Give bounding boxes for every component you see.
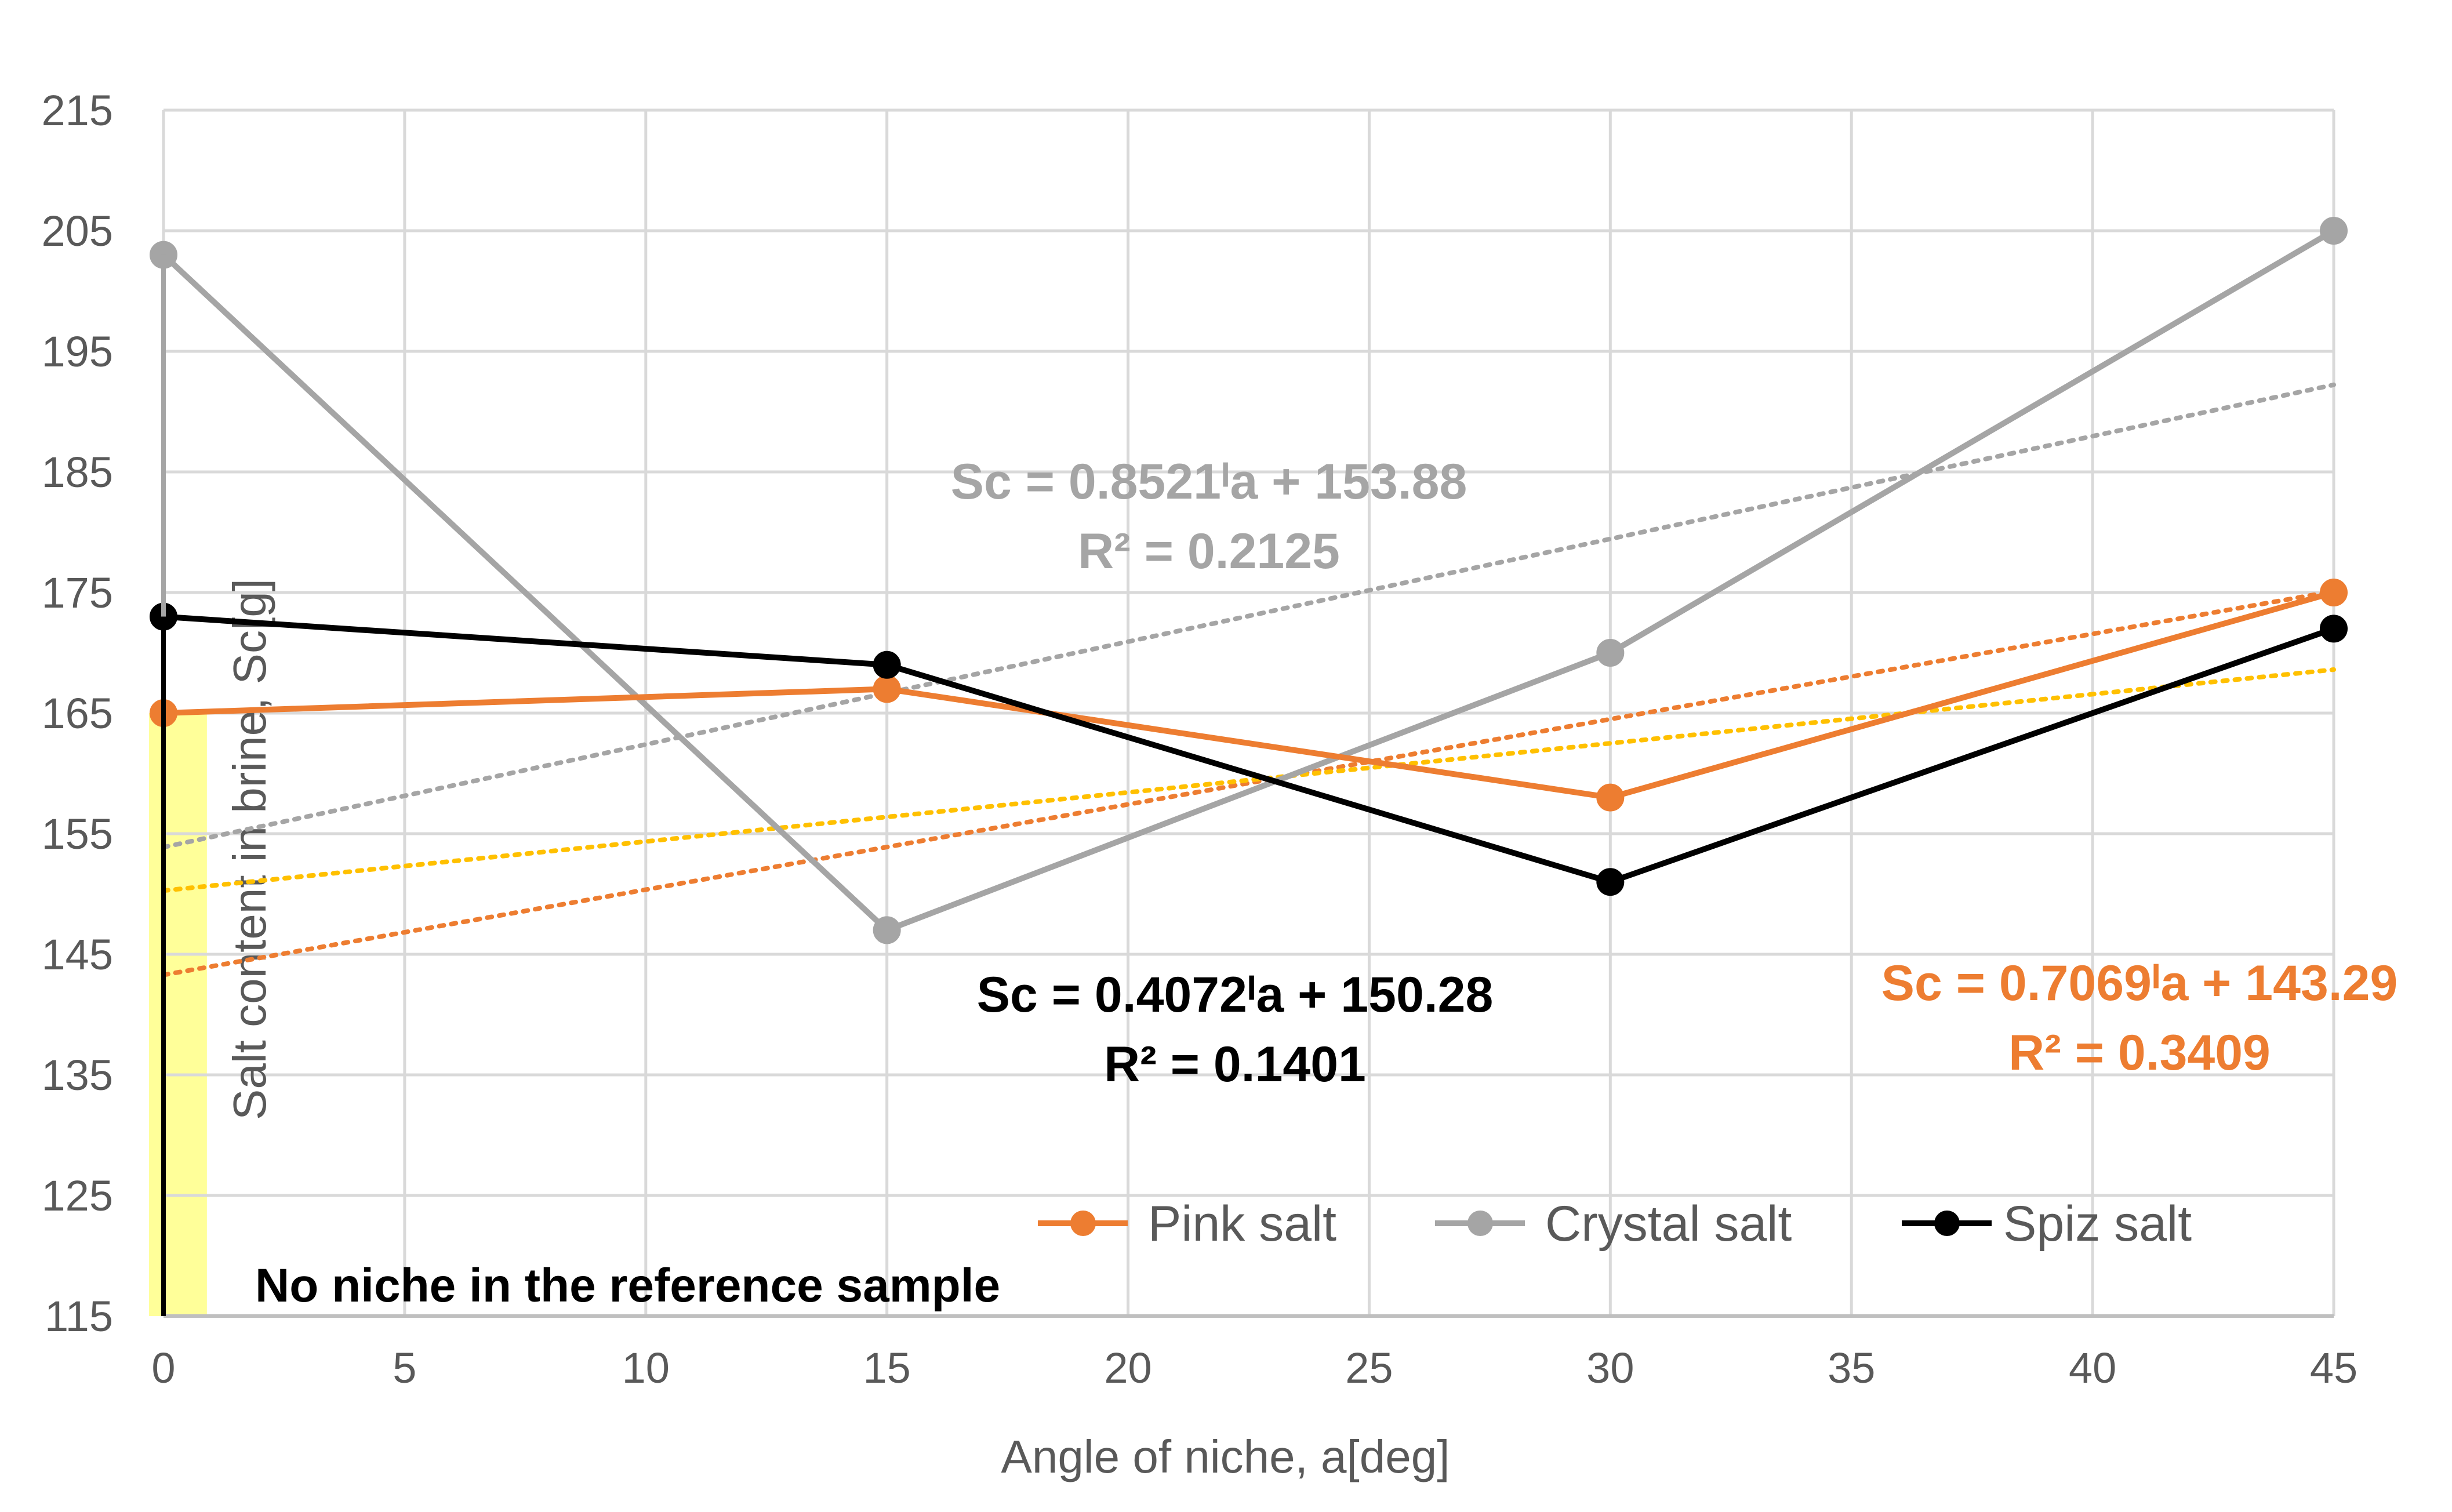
- reference-highlight-band: [149, 713, 207, 1316]
- x-tick-label: 45: [2310, 1344, 2357, 1392]
- reference-sample-note: No niche in the reference sample: [255, 1259, 1000, 1312]
- y-tick-label: 215: [42, 86, 113, 135]
- legend-crystal-label: Crystal salt: [1545, 1196, 1792, 1252]
- x-tick-label: 20: [1104, 1344, 1151, 1392]
- spiz-data-point: [2320, 615, 2348, 643]
- spiz-data-point: [873, 650, 901, 679]
- legend-pink-marker: [1070, 1211, 1096, 1236]
- crystal-data-point: [2320, 217, 2348, 245]
- x-axis-title: Angle of niche, a[deg]: [1001, 1431, 1450, 1482]
- x-tick-label: 30: [1586, 1344, 1634, 1392]
- spiz-series-line: [163, 613, 2335, 885]
- legend-spiz-label: Spiz salt: [2003, 1196, 2192, 1252]
- y-tick-label: 125: [42, 1172, 113, 1220]
- y-axis-title: Salt content in brine, Sc[g]: [224, 579, 275, 1120]
- y-tick-label: 115: [45, 1292, 113, 1340]
- pink-data-point: [873, 675, 901, 703]
- y-tick-label: 175: [42, 569, 113, 617]
- spiz-r-squared: R² = 0.1401: [1104, 1037, 1366, 1092]
- x-tick-label: 25: [1345, 1344, 1393, 1392]
- spiz-data-point: [1596, 868, 1625, 896]
- y-tick-label: 195: [42, 328, 113, 376]
- spiz-trend-equation: Sc = 0.4072ᴵa + 150.28: [977, 967, 1494, 1023]
- y-tick-label: 185: [42, 448, 113, 496]
- y-tick-label: 145: [42, 931, 113, 979]
- x-tick-label: 40: [2069, 1344, 2116, 1392]
- crystal-r-squared: R² = 0.2125: [1078, 524, 1340, 579]
- x-tick-label: 5: [393, 1344, 416, 1392]
- x-tick-label: 35: [1828, 1344, 1875, 1392]
- crystal-data-point: [873, 916, 901, 944]
- pink-trend-equation: Sc = 0.7069ᴵa + 143.29: [1881, 955, 2398, 1011]
- pink-data-point: [2320, 579, 2348, 606]
- y-tick-label: 165: [42, 689, 113, 737]
- x-tick-label: 10: [622, 1344, 670, 1392]
- pink-series-line: [163, 590, 2335, 801]
- x-tick-label: 0: [151, 1344, 175, 1392]
- pink-r-squared: R² = 0.3409: [2008, 1025, 2271, 1081]
- pink-trendline: [161, 588, 2336, 977]
- y-tick-label: 135: [42, 1051, 113, 1099]
- y-tick-label: 205: [42, 207, 113, 255]
- crystal-data-point: [1596, 639, 1625, 667]
- x-tick-label: 15: [863, 1344, 911, 1392]
- crystal-series-line: [161, 228, 2335, 933]
- legend-crystal-marker: [1467, 1211, 1493, 1236]
- crystal-trend-equation: Sc = 0.8521ᴵa + 153.88: [951, 454, 1467, 510]
- pink-data-point: [1596, 783, 1625, 812]
- legend-spiz-marker: [1934, 1211, 1960, 1236]
- crystal-trendline: [161, 382, 2336, 850]
- legend-pink-label: Pink salt: [1148, 1196, 1336, 1252]
- y-tick-label: 155: [42, 810, 113, 858]
- spiz-trendline: [161, 667, 2336, 893]
